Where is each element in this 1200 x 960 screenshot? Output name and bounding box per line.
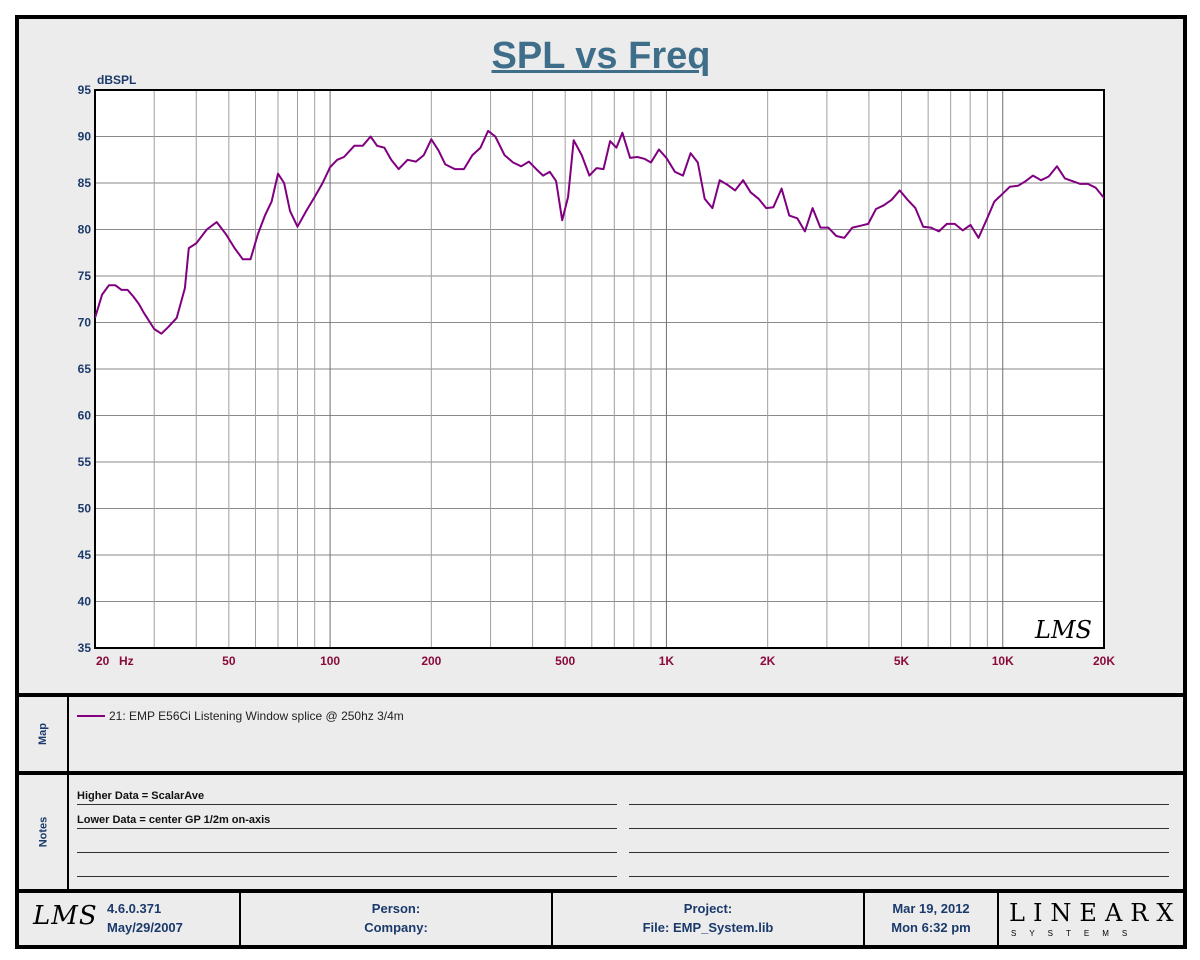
series-line	[95, 129, 1104, 335]
x-tick-label: 50	[222, 654, 236, 668]
footer-version-cell: LMS 4.6.0.371 May/29/2007	[19, 893, 241, 945]
y-tick-label: 45	[78, 548, 92, 562]
note-line-1: Higher Data = ScalarAve	[77, 790, 205, 802]
note-rule	[629, 804, 1169, 805]
x-tick-label: 200	[421, 654, 441, 668]
legend-swatch	[77, 715, 105, 717]
notes-label-box: Notes	[19, 775, 69, 889]
x-tick-label: 5K	[894, 654, 910, 668]
footer-person-cell: Person: Company:	[241, 893, 553, 945]
linearx-logo: LINEARX	[1009, 899, 1182, 927]
company-label: Company:	[364, 920, 428, 935]
chart-panel: SPL vs Freq 95 90 85 80 75 70 65 60 55 50 45 40 35 dB…	[19, 19, 1183, 697]
y-tick-label: 50	[78, 502, 92, 516]
y-tick-label: 60	[78, 409, 92, 423]
x-axis-unit-label: Hz	[119, 654, 134, 668]
chart-title: SPL vs Freq	[491, 35, 711, 77]
y-tick-label: 85	[78, 176, 92, 190]
footer-date-cell: Mar 19, 2012 Mon 6:32 pm	[865, 893, 999, 945]
person-label: Person:	[371, 901, 421, 916]
y-tick-label: 90	[78, 130, 92, 144]
y-tick-label: 65	[78, 362, 92, 376]
x-tick-label: 2K	[760, 654, 776, 668]
note-rule	[629, 852, 1169, 853]
note-rule	[77, 828, 617, 829]
map-section: Map 21: EMP E56Ci Listening Window splic…	[19, 697, 1183, 775]
version-date: May/29/2007	[107, 920, 183, 935]
note-rule	[77, 852, 617, 853]
y-tick-label: 55	[78, 455, 92, 469]
x-tick-label: 1K	[659, 654, 675, 668]
lms-watermark: LMS	[1034, 616, 1092, 644]
footer-brand-cell: LINEARX SYSTEMS	[999, 893, 1183, 945]
map-label: Map	[37, 723, 49, 745]
x-tick-label: 500	[555, 654, 575, 668]
note-line-2: Lower Data = center GP 1/2m on-axis	[77, 814, 271, 826]
linearx-systems-text: SYSTEMS	[1011, 929, 1141, 938]
y-tick-label: 70	[78, 316, 92, 330]
y-tick-label: 75	[78, 269, 92, 283]
footer-project-cell: Project: File: EMP_System.lib	[553, 893, 865, 945]
file-label: File: EMP_System.lib	[642, 920, 774, 935]
legend-entry: 21: EMP E56Ci Listening Window splice @ …	[77, 709, 404, 723]
plot-border	[94, 89, 1105, 649]
y-axis-label: dBSPL	[97, 73, 136, 87]
notes-label: Notes	[37, 816, 49, 848]
spl-chart: 95 90 85 80 75 70 65 60 55 50 45 40 35 dBSPL 20 50 100 20…	[78, 73, 1116, 668]
footer: LMS 4.6.0.371 May/29/2007 Person: Compan…	[19, 893, 1183, 945]
report-frame: SPL vs Freq 95 90 85 80 75 70 65 60 55 50 45 40 35 dB…	[15, 15, 1187, 949]
report-date: Mar 19, 2012	[892, 901, 970, 916]
version-number: 4.6.0.371	[107, 901, 162, 916]
x-tick-label: 20K	[1093, 654, 1115, 668]
note-rule	[77, 876, 617, 877]
y-tick-label: 40	[78, 595, 92, 609]
lms-logo: LMS	[33, 901, 98, 931]
x-tick-label: 10K	[992, 654, 1014, 668]
y-tick-label: 80	[78, 223, 92, 237]
notes-section: Notes Higher Data = ScalarAve Lower Data…	[19, 775, 1183, 893]
note-rule	[77, 804, 617, 805]
map-label-box: Map	[19, 697, 69, 771]
y-tick-label: 35	[78, 641, 92, 655]
report-time: Mon 6:32 pm	[891, 920, 971, 935]
x-tick-label: 20	[96, 654, 110, 668]
legend-label: 21: EMP E56Ci Listening Window splice @ …	[109, 709, 404, 723]
project-label: Project:	[683, 901, 733, 916]
x-tick-label: 100	[320, 654, 340, 668]
y-tick-label: 95	[78, 83, 92, 97]
note-rule	[629, 828, 1169, 829]
note-rule	[629, 876, 1169, 877]
